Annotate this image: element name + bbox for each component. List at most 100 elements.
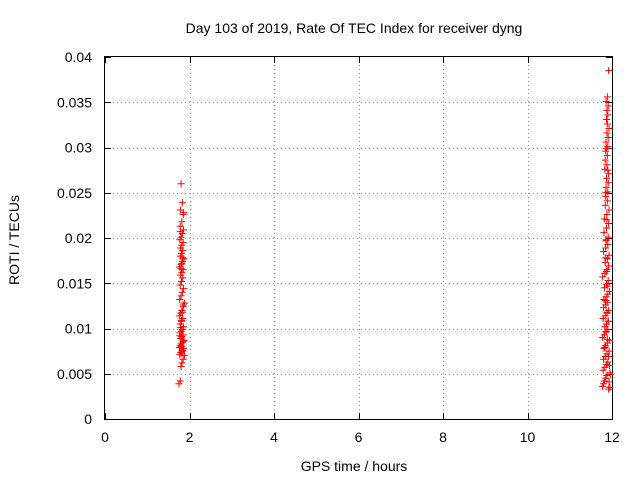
- data-point-marker: [603, 224, 611, 232]
- data-point-marker: [176, 342, 184, 350]
- x-tick-label: 4: [270, 429, 278, 445]
- data-point-marker: [603, 115, 611, 123]
- data-point-marker: [604, 317, 612, 325]
- chart-title: Day 103 of 2019, Rate Of TEC Index for r…: [186, 20, 523, 36]
- y-tick-label: 0.02: [65, 230, 92, 246]
- y-tick-label: 0.01: [65, 321, 92, 337]
- y-axis-label: ROTI / TECUs: [6, 195, 22, 285]
- data-point-marker: [176, 296, 184, 304]
- data-point-marker: [176, 281, 184, 289]
- data-point-marker: [605, 287, 613, 295]
- y-tick-label: 0.035: [57, 94, 92, 110]
- data-point-marker: [180, 255, 188, 263]
- data-points: [175, 67, 614, 393]
- data-point-marker: [604, 111, 612, 119]
- y-tick-label: 0.04: [65, 49, 92, 65]
- data-point-marker: [604, 166, 612, 174]
- data-point-marker: [605, 306, 613, 314]
- data-point-marker: [605, 385, 613, 393]
- data-point-marker: [180, 299, 188, 307]
- data-point-marker: [601, 165, 609, 173]
- data-point-marker: [603, 144, 611, 152]
- grid-lines: [105, 57, 612, 419]
- y-tick-label: 0.015: [57, 275, 92, 291]
- data-point-marker: [605, 206, 613, 214]
- data-point-marker: [603, 335, 611, 343]
- data-point-marker: [604, 358, 612, 366]
- data-point-marker: [603, 174, 611, 182]
- data-point-marker: [177, 316, 185, 324]
- data-point-marker: [601, 156, 609, 164]
- data-point-marker: [601, 254, 609, 262]
- y-tick-label: 0.025: [57, 185, 92, 201]
- data-point-marker: [178, 259, 186, 267]
- x-tick-label: 0: [101, 429, 109, 445]
- data-point-marker: [604, 179, 612, 187]
- data-point-marker: [604, 102, 612, 110]
- x-tick-label: 8: [439, 429, 447, 445]
- data-point-marker: [178, 308, 186, 316]
- data-point-marker: [605, 378, 613, 386]
- data-point-marker: [599, 273, 607, 281]
- data-point-marker: [603, 197, 611, 205]
- data-point-marker: [602, 236, 610, 244]
- data-point-marker: [177, 343, 185, 351]
- x-axis-label: GPS time / hours: [301, 458, 408, 474]
- data-point-marker: [605, 362, 613, 370]
- data-point-marker: [601, 201, 609, 209]
- data-point-marker: [180, 337, 188, 345]
- data-point-marker: [605, 262, 613, 270]
- data-point-marker: [604, 143, 612, 151]
- data-point-marker: [605, 67, 613, 75]
- x-tick-labels: 0 2 4 6 8 10 12: [101, 429, 620, 445]
- data-point-marker: [603, 129, 611, 137]
- data-point-marker: [179, 254, 187, 262]
- data-point-marker: [602, 97, 610, 105]
- data-point-marker: [180, 285, 188, 293]
- data-point-marker: [602, 244, 610, 252]
- data-point-marker: [601, 344, 609, 352]
- data-point-marker: [177, 180, 185, 188]
- data-point-marker: [606, 371, 614, 379]
- data-point-marker: [606, 383, 614, 391]
- data-point-marker: [604, 134, 612, 142]
- data-point-marker: [178, 288, 186, 296]
- data-point-marker: [600, 229, 608, 237]
- data-point-marker: [177, 277, 185, 285]
- data-point-marker: [178, 359, 186, 367]
- data-point-marker: [179, 331, 187, 339]
- y-tick-labels: 0 0.005 0.01 0.015 0.02 0.025 0.03 0.035 0.04: [57, 49, 92, 427]
- data-point-marker: [601, 269, 609, 277]
- data-point-marker: [603, 280, 611, 288]
- data-point-marker: [605, 170, 613, 178]
- y-tick-label: 0.005: [57, 366, 92, 382]
- data-point-marker: [178, 199, 186, 207]
- data-point-marker: [179, 338, 187, 346]
- data-point-marker: [178, 218, 186, 226]
- data-point-marker: [179, 355, 187, 363]
- data-point-marker: [603, 216, 611, 224]
- plot-area-frame: [104, 56, 613, 420]
- x-tick-label: 2: [186, 429, 194, 445]
- data-point-marker: [605, 251, 613, 259]
- data-point-marker: [177, 233, 185, 241]
- data-point-marker: [177, 292, 185, 300]
- data-point-marker: [603, 152, 611, 160]
- data-point-marker: [605, 124, 613, 132]
- y-tick-label: 0.03: [65, 140, 92, 156]
- data-point-marker: [176, 228, 184, 236]
- data-point-marker: [180, 226, 188, 234]
- data-point-marker: [604, 240, 612, 248]
- data-point-marker: [602, 138, 610, 146]
- x-tick-label: 10: [520, 429, 536, 445]
- data-point-marker: [180, 352, 188, 360]
- data-point-marker: [180, 209, 188, 217]
- data-point-marker: [603, 120, 611, 128]
- data-point-marker: [602, 327, 610, 335]
- y-tick-label: 0: [84, 411, 92, 427]
- data-point-marker: [600, 284, 608, 292]
- data-point-marker: [603, 308, 611, 316]
- x-tick-label: 12: [604, 429, 620, 445]
